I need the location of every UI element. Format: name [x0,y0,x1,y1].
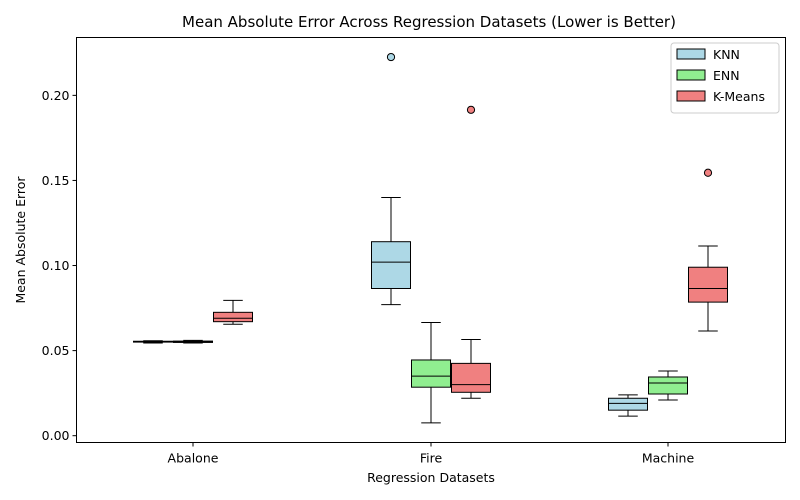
knn-fire-outlier-0 [386,52,396,62]
x-axis: Abalone Fire Machine [168,442,695,466]
enn-machine-box [648,376,688,395]
legend-label-k-means: K-Means [713,89,765,104]
y-tick-label: 0.05 [42,343,70,358]
x-tick-label: Abalone [168,451,219,466]
k-means-machine-box [688,266,728,303]
legend: KNN ENN K-Means [670,42,780,114]
k-means-abalone-box [213,311,253,323]
y-tick-label: 0.00 [42,428,70,443]
legend-label-enn: ENN [713,68,740,83]
y-axis-label: Mean Absolute Error [13,176,28,304]
legend-swatch-knn [676,48,706,60]
enn-fire-box [411,359,451,388]
y-axis: 0.00 0.05 0.10 0.15 0.20 [42,88,77,443]
knn-machine-box [608,397,648,411]
k-means-fire-outlier-0 [466,105,476,114]
y-tick-label: 0.10 [42,258,70,273]
legend-swatch-enn [676,69,706,81]
x-tick-label: Fire [420,451,443,466]
chart-title: Mean Absolute Error Across Regression Da… [182,13,676,31]
y-tick-label: 0.15 [42,173,70,188]
legend-label-knn: KNN [713,47,740,62]
k-means-machine-outlier-0 [703,168,713,177]
x-tick-label: Machine [642,451,695,466]
legend-swatch-k-means [676,90,706,102]
x-axis-label: Regression Datasets [367,470,495,485]
y-tick-label: 0.20 [42,88,70,103]
plot-area [133,52,728,424]
k-means-fire-box [451,362,491,393]
knn-fire-box [371,241,411,289]
